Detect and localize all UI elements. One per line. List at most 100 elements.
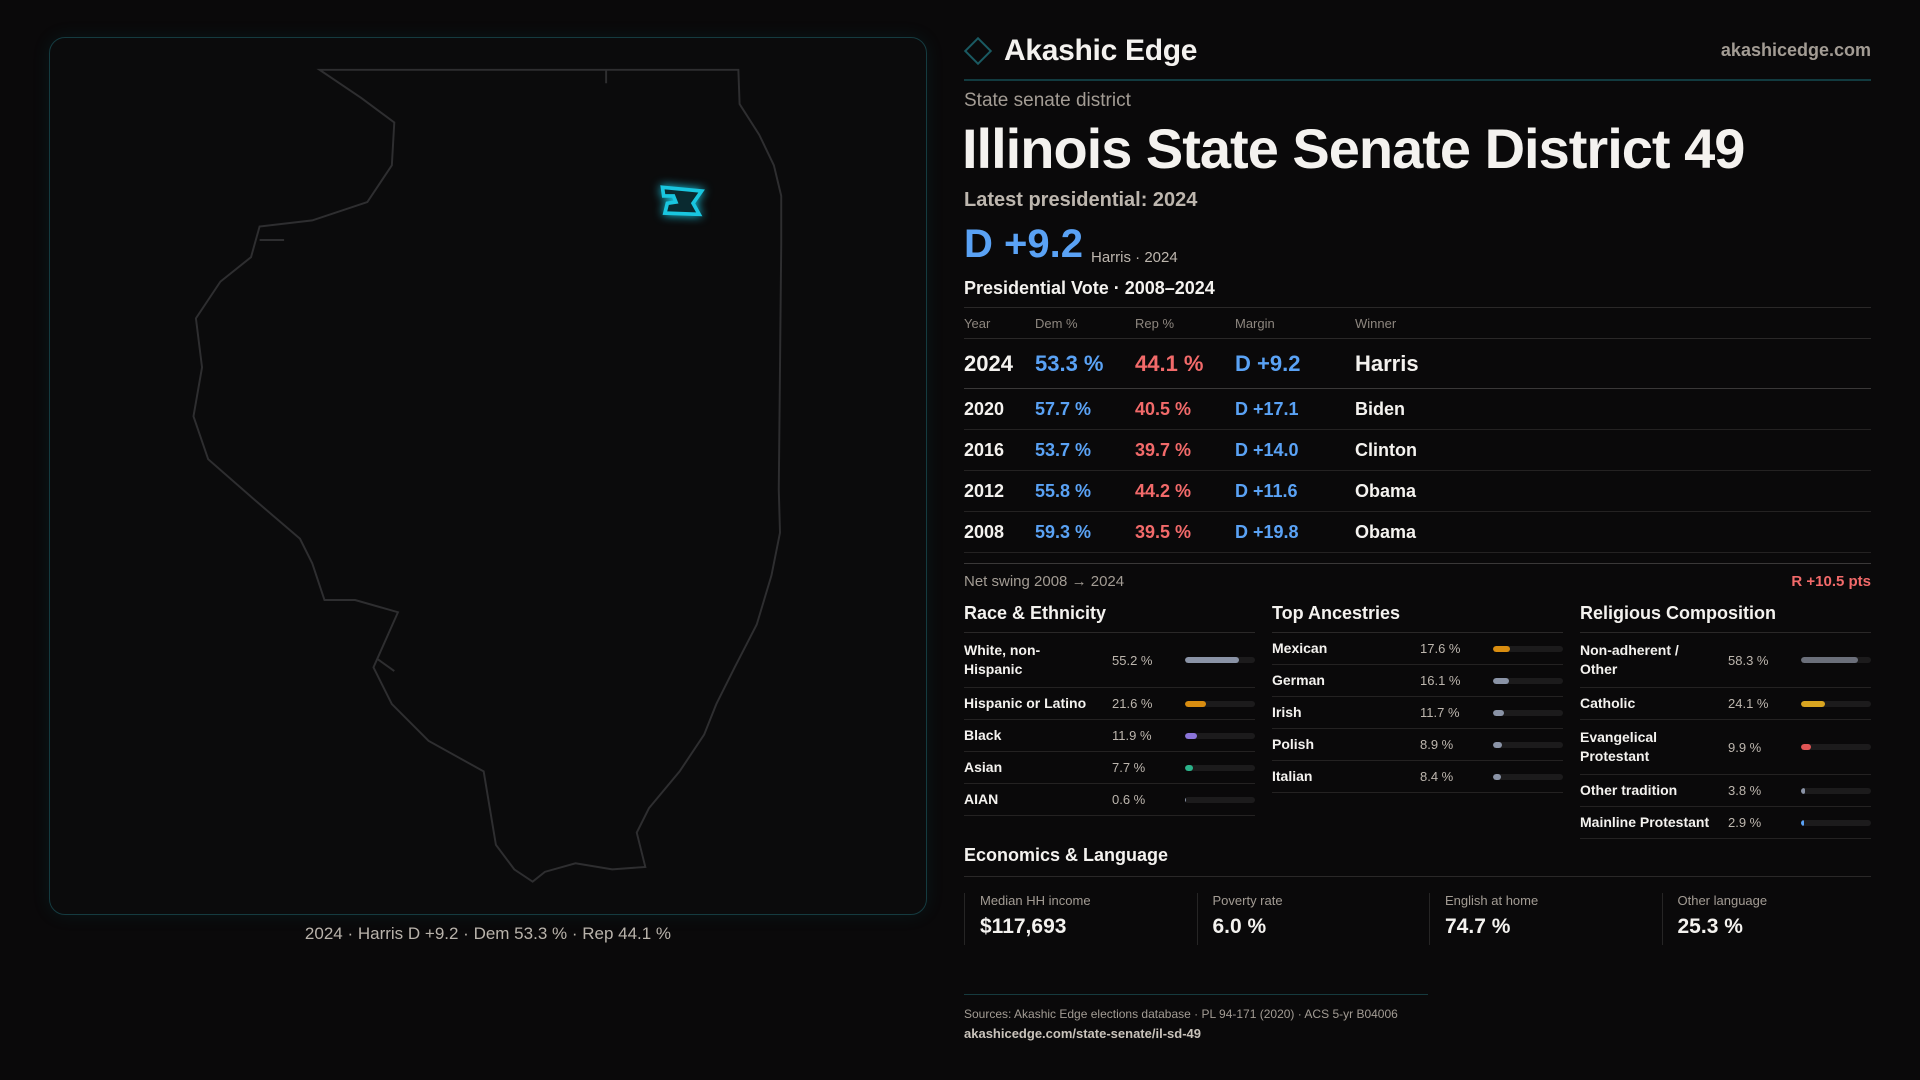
item-bar: [1185, 796, 1255, 803]
list-item: Mexican 17.6 %: [1272, 633, 1563, 665]
cell-winner: Obama: [1355, 470, 1871, 512]
religion-title: Religious Composition: [1580, 601, 1871, 633]
item-bar-fill: [1493, 677, 1509, 684]
item-percent: 11.7 %: [1420, 705, 1460, 720]
table-row: 2016 53.7 % 39.7 % D +14.0 Clinton: [964, 429, 1871, 471]
cell-margin: D +14.0: [1235, 429, 1355, 471]
item-label: Non-adherent / Other: [1580, 642, 1679, 677]
item-percent: 24.1 %: [1728, 696, 1769, 711]
list-item: Polish 8.9 %: [1272, 729, 1563, 761]
brand-name: Akashic Edge: [1004, 34, 1198, 67]
item-percent: 8.4 %: [1420, 769, 1454, 784]
item-label: Catholic: [1580, 695, 1636, 711]
stat-card: English at home 74.7 %: [1429, 893, 1661, 945]
item-label: Evangelical Protestant: [1580, 729, 1658, 764]
item-bar: [1493, 645, 1563, 652]
list-item: Other tradition 3.8 %: [1580, 775, 1871, 807]
cell-year: 2024: [964, 338, 1035, 389]
net-swing-value: R +10.5 pts: [1791, 573, 1871, 590]
item-percent: 9.9 %: [1728, 739, 1762, 755]
presidential-table: Year Dem % Rep % Margin Winner 2024 53.3 …: [964, 307, 1871, 553]
list-item: Asian 7.7 %: [964, 752, 1255, 784]
item-label: Italian: [1272, 768, 1313, 784]
list-item: Irish 11.7 %: [1272, 697, 1563, 729]
cell-year: 2012: [964, 470, 1035, 512]
item-bar: [1493, 741, 1563, 748]
item-label: Hispanic or Latino: [964, 695, 1087, 711]
page-url[interactable]: akashicedge.com/state-senate/il-sd-49: [964, 1026, 1201, 1041]
stat-label: Median HH income: [980, 893, 1091, 908]
list-item: Italian 8.4 %: [1272, 761, 1563, 793]
cell-dem: 53.3 %: [1035, 338, 1135, 389]
cell-rep: 39.5 %: [1135, 511, 1235, 553]
cell-winner: Clinton: [1355, 429, 1871, 471]
stat-value: 25.3 %: [1677, 915, 1743, 938]
item-bar-fill: [1185, 700, 1207, 707]
diamond-outline-icon: [963, 36, 993, 66]
sources-text: Sources: Akashic Edge elections database…: [964, 1007, 1398, 1021]
item-bar: [1493, 773, 1563, 780]
item-bar: [1185, 764, 1255, 771]
table-bottom-divider: [964, 563, 1871, 564]
item-percent: 16.1 %: [1420, 673, 1461, 688]
latest-presidential-label: Latest presidential: 2024: [964, 189, 1198, 211]
cell-dem: 57.7 %: [1035, 388, 1135, 430]
latest-margin: D +9.2: [964, 222, 1083, 266]
cell-margin: D +11.6: [1235, 470, 1355, 512]
list-item: German 16.1 %: [1272, 665, 1563, 697]
table-row: 2008 59.3 % 39.5 % D +19.8 Obama: [964, 511, 1871, 553]
item-percent: 58.3 %: [1728, 652, 1769, 668]
list-item: Evangelical Protestant 9.9 %: [1580, 720, 1871, 775]
item-percent: 11.9 %: [1112, 728, 1152, 743]
ancestry-section: Top Ancestries Mexican 17.6 % German 16.1 % I…: [1272, 601, 1563, 793]
item-percent: 2.9 %: [1728, 815, 1762, 830]
cell-year: 2020: [964, 388, 1035, 430]
item-percent: 17.6 %: [1420, 641, 1461, 656]
table-row: 2024 53.3 % 44.1 % D +9.2 Harris: [964, 338, 1871, 389]
item-percent: 0.6 %: [1112, 792, 1146, 807]
item-bar: [1801, 787, 1871, 794]
cell-rep: 39.7 %: [1135, 429, 1235, 471]
presidential-vote-title: Presidential Vote · 2008–2024: [964, 278, 1215, 298]
item-label: Mexican: [1272, 640, 1328, 656]
race-title: Race & Ethnicity: [964, 601, 1255, 633]
cell-dem: 55.8 %: [1035, 470, 1135, 512]
cell-rep: 44.2 %: [1135, 470, 1235, 512]
site-link[interactable]: akashicedge.com: [1720, 40, 1871, 60]
item-label: AIAN: [964, 791, 999, 807]
item-bar-fill: [1493, 741, 1502, 748]
stat-card: Poverty rate 6.0 %: [1196, 893, 1429, 945]
cell-dem: 53.7 %: [1035, 429, 1135, 471]
table-row: 2020 57.7 % 40.5 % D +17.1 Biden: [964, 388, 1871, 430]
col-dem: Dem %: [1035, 307, 1135, 339]
item-bar: [1493, 677, 1563, 684]
list-item: Black 11.9 %: [964, 720, 1255, 752]
item-bar: [1493, 709, 1563, 716]
item-bar-fill: [1493, 709, 1505, 716]
item-bar-fill: [1185, 657, 1240, 663]
item-label: Mainline Protestant: [1580, 814, 1710, 830]
footer-divider: [964, 994, 1428, 995]
cell-year: 2008: [964, 511, 1035, 553]
cell-margin: D +19.8: [1235, 511, 1355, 553]
stat-card: Other language 25.3 %: [1661, 893, 1894, 945]
race-section: Race & Ethnicity White, non-Hispanic 55.2 …: [964, 601, 1255, 816]
ancestry-title: Top Ancestries: [1272, 601, 1563, 633]
cell-margin: D +9.2: [1235, 338, 1355, 389]
item-label: Black: [964, 727, 1002, 743]
col-winner: Winner: [1355, 307, 1871, 339]
item-label: Irish: [1272, 704, 1302, 720]
religion-section: Religious Composition Non-adherent / Othe…: [1580, 601, 1871, 839]
cell-rep: 40.5 %: [1135, 388, 1235, 430]
latest-margin-sub: Harris · 2024: [1091, 249, 1178, 266]
item-bar: [1185, 700, 1255, 707]
item-bar-fill: [1493, 773, 1502, 780]
brand-logo[interactable]: Akashic Edge: [963, 34, 1198, 68]
item-label: White, non-Hispanic: [964, 642, 1041, 677]
map-panel[interactable]: [49, 37, 927, 915]
item-percent: 7.7 %: [1112, 760, 1146, 775]
header-divider: [964, 79, 1871, 81]
col-margin: Margin: [1235, 307, 1355, 339]
list-item: Mainline Protestant 2.9 %: [1580, 807, 1871, 839]
cell-winner: Obama: [1355, 511, 1871, 553]
